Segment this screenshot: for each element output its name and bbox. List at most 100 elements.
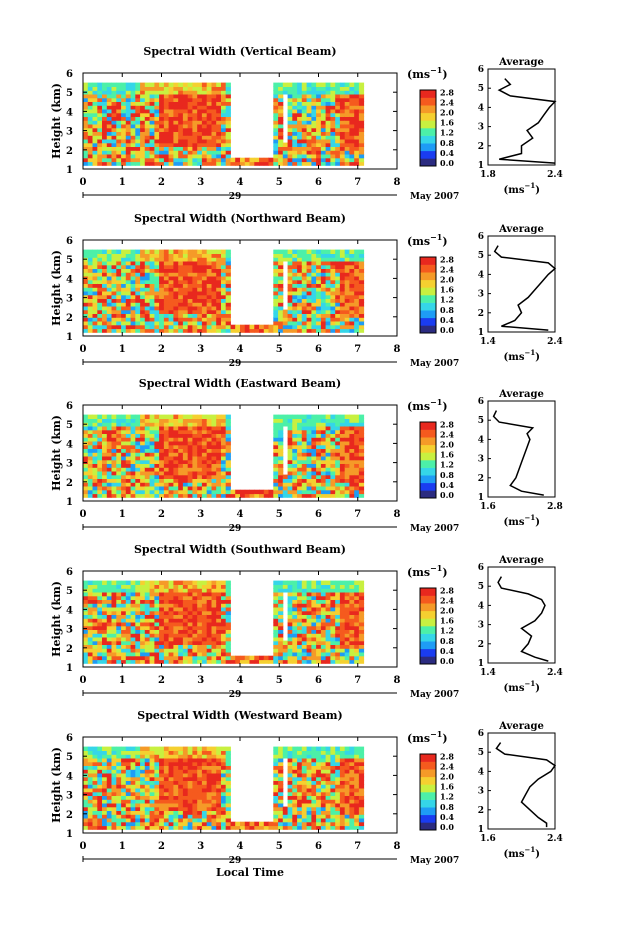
heatmap-cell xyxy=(201,317,208,322)
heatmap-cell xyxy=(339,324,346,330)
heatmap-cell xyxy=(358,437,365,442)
colorbar: (ms−1)0.00.40.81.21.62.02.42.8 xyxy=(407,232,454,335)
heatmap-cell xyxy=(301,153,307,159)
heatmap-cell xyxy=(301,294,307,299)
heatmap-cell xyxy=(335,264,341,269)
heatmap-cell xyxy=(173,452,179,457)
heatmap-cell xyxy=(192,275,198,281)
profile-y-tick-label: 3 xyxy=(478,123,484,133)
heatmap-cell xyxy=(154,633,160,638)
heatmap-cell xyxy=(206,629,212,634)
heatmap-cell xyxy=(344,621,350,627)
heatmap-cell xyxy=(335,655,341,661)
y-tick-label: 3 xyxy=(66,127,73,138)
heatmap-cell xyxy=(306,287,312,292)
heatmap-cell xyxy=(163,440,170,446)
heatmap-cell xyxy=(168,591,174,597)
heatmap-cell xyxy=(168,474,174,479)
heatmap-cell xyxy=(316,86,322,91)
heatmap-cell xyxy=(292,309,298,314)
heatmap-cell xyxy=(125,644,131,649)
heatmap-cell xyxy=(106,93,112,99)
heatmap-cell xyxy=(97,127,103,132)
heatmap-cell xyxy=(211,429,217,434)
heatmap-cell xyxy=(111,459,117,464)
heatmap-cell xyxy=(121,757,127,763)
heatmap-cell xyxy=(173,153,179,159)
heatmap-cell xyxy=(297,324,303,330)
heatmap-cell xyxy=(201,320,208,326)
heatmap-cell xyxy=(197,131,203,136)
heatmap-cell xyxy=(221,629,227,634)
heatmap-cell xyxy=(159,253,165,258)
heatmap-cell xyxy=(201,101,208,106)
heatmap-cell xyxy=(320,272,327,277)
heatmap-cell xyxy=(292,452,298,457)
heatmap-cell xyxy=(221,425,227,431)
heatmap-cell xyxy=(149,474,155,479)
heatmap-cell xyxy=(325,437,331,442)
heatmap-cell xyxy=(111,127,117,132)
heatmap-cell xyxy=(106,294,112,299)
heatmap-cell xyxy=(187,655,193,661)
y-axis-label: Height (km) xyxy=(50,83,63,159)
heatmap-cell xyxy=(121,425,127,431)
heatmap-cell xyxy=(320,101,327,106)
heatmap-cell xyxy=(278,150,284,155)
heatmap-cell xyxy=(273,93,279,99)
heatmap-cell xyxy=(354,320,360,326)
heatmap-cell xyxy=(125,105,131,110)
heatmap-cell xyxy=(83,470,89,476)
heatmap-cell xyxy=(102,440,108,446)
heatmap-cell xyxy=(301,135,307,140)
heatmap-cell xyxy=(216,309,222,314)
heatmap-cell xyxy=(316,320,322,326)
panel-title: Spectral Width (Southward Beam) xyxy=(134,543,346,556)
heatmap-cell xyxy=(106,448,112,453)
heatmap-cell xyxy=(273,440,279,446)
heatmap-cell xyxy=(216,123,222,129)
date-day: 29 xyxy=(229,192,242,202)
heatmap-cell xyxy=(125,305,131,311)
heatmap-cell xyxy=(225,287,231,292)
heatmap-cell xyxy=(311,584,317,589)
heatmap-cell xyxy=(278,618,284,623)
heatmap-cell xyxy=(211,629,217,634)
heatmap-cell xyxy=(297,448,303,453)
heatmap-cell xyxy=(197,90,203,95)
heatmap-cell xyxy=(106,459,112,464)
heatmap-cell xyxy=(292,422,298,427)
heatmap-cell xyxy=(97,474,103,479)
heatmap-cell xyxy=(106,108,112,114)
profile-y-tick-label: 5 xyxy=(478,84,484,94)
heatmap-cell xyxy=(163,112,170,117)
heatmap-cell xyxy=(201,260,208,266)
x-tick-label: 5 xyxy=(276,177,283,188)
heatmap-cell xyxy=(92,478,98,483)
heatmap-cell xyxy=(358,135,365,140)
heatmap-cell xyxy=(301,591,307,597)
heatmap-cell xyxy=(92,769,98,774)
heatmap-cell xyxy=(273,418,279,423)
heatmap-cell xyxy=(182,287,189,292)
heatmap-cell xyxy=(197,253,203,258)
heatmap-cell xyxy=(130,302,136,307)
heatmap-cell xyxy=(87,614,93,619)
heatmap-cell xyxy=(140,283,146,288)
heatmap-cell xyxy=(106,283,112,288)
heatmap-cell xyxy=(187,313,193,318)
heatmap-cell xyxy=(292,161,298,166)
heatmap-cell xyxy=(102,821,108,827)
heatmap-cell xyxy=(178,302,184,307)
heatmap-cell xyxy=(278,116,284,121)
heatmap-cell xyxy=(221,112,227,117)
heatmap-cell xyxy=(187,478,193,483)
heatmap-cell xyxy=(92,621,98,627)
heatmap-cell xyxy=(111,746,117,751)
heatmap-cell xyxy=(197,302,203,307)
heatmap-cell xyxy=(335,157,341,163)
heatmap-cell xyxy=(297,309,303,314)
heatmap-cell xyxy=(320,614,327,619)
heatmap-cell xyxy=(311,610,317,615)
heatmap-cell xyxy=(192,86,198,91)
